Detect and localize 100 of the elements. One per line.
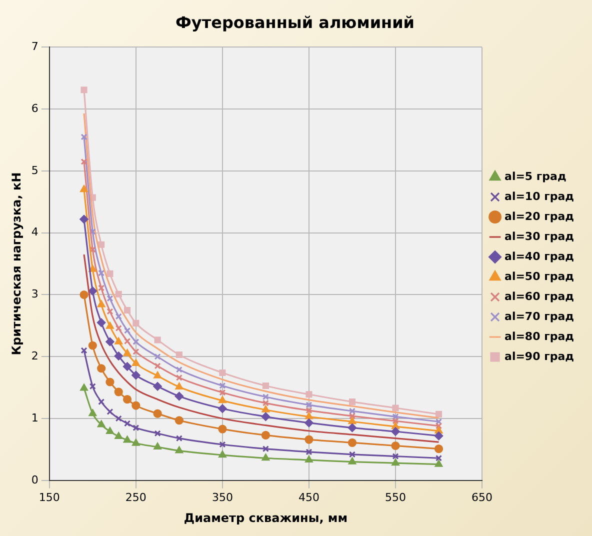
point (106, 427, 114, 434)
point (132, 401, 140, 410)
x-tick-label: 650 (472, 490, 493, 504)
point (176, 366, 182, 373)
point (219, 369, 226, 376)
point (262, 406, 270, 412)
point (123, 436, 132, 443)
point (392, 452, 399, 460)
point (348, 398, 356, 406)
point (304, 418, 314, 428)
x-tick-label: 150 (38, 490, 60, 504)
point (88, 286, 97, 296)
point (434, 460, 443, 467)
x-axis-title: Диаметр скважины, мм (184, 510, 348, 525)
point (306, 391, 312, 398)
legend-label: al=90 град (504, 350, 574, 363)
point (392, 413, 399, 420)
point (132, 438, 140, 446)
point (88, 409, 96, 416)
point (114, 432, 122, 440)
point (115, 415, 122, 422)
point (154, 372, 162, 378)
point (106, 295, 114, 302)
legend-label: al=60 град (504, 290, 574, 303)
point (98, 270, 105, 276)
point (122, 362, 132, 371)
point (106, 322, 114, 329)
point (218, 450, 226, 458)
point (115, 324, 122, 332)
point (306, 407, 312, 414)
y-tick-label: 6 (31, 102, 38, 115)
point (106, 270, 114, 277)
legend-label: al=80 град (504, 330, 574, 343)
point (97, 318, 106, 327)
point (348, 423, 357, 432)
point (261, 430, 270, 440)
point (435, 410, 442, 418)
point (176, 435, 182, 442)
point (306, 448, 312, 456)
point (89, 228, 96, 235)
point (114, 337, 122, 344)
point (391, 427, 400, 436)
point (218, 424, 227, 434)
point (153, 409, 162, 418)
y-tick-label: 5 (31, 164, 38, 177)
point (434, 426, 443, 434)
point (154, 336, 161, 344)
point (106, 378, 114, 386)
point (218, 396, 226, 404)
point (124, 306, 131, 314)
point (132, 348, 140, 355)
point (80, 290, 88, 300)
point (97, 364, 106, 373)
x-tick-label: 450 (298, 490, 320, 504)
point (124, 327, 131, 334)
point (348, 438, 357, 447)
point (132, 424, 140, 432)
point (348, 451, 356, 458)
point (154, 430, 161, 437)
y-tick-label: 2 (31, 349, 38, 362)
point (304, 435, 314, 444)
point (132, 359, 140, 366)
point (80, 214, 88, 224)
point (261, 412, 270, 421)
y-axis-title: Критическая нагрузка, кН (9, 172, 24, 356)
y-tick-label: 7 (31, 40, 38, 54)
point (124, 420, 131, 427)
point (98, 398, 105, 406)
point (392, 418, 399, 424)
point (88, 341, 97, 350)
point (434, 432, 444, 440)
line-series (83, 254, 440, 443)
point (305, 412, 313, 420)
y-tick-label: 4 (31, 226, 38, 239)
point (89, 246, 96, 253)
legend-label: al=10 град (504, 190, 574, 203)
x-tick-label: 250 (125, 490, 146, 504)
point (123, 349, 132, 356)
point (262, 394, 269, 400)
point (124, 338, 131, 344)
point (114, 388, 123, 396)
point (154, 362, 161, 370)
point (80, 185, 88, 192)
point (174, 416, 184, 425)
point (97, 300, 106, 308)
point (122, 395, 132, 404)
point (219, 382, 226, 389)
point (348, 417, 356, 424)
point (106, 308, 114, 315)
point (115, 313, 122, 320)
point (262, 446, 269, 452)
point (262, 400, 269, 406)
point (80, 384, 88, 391)
point (176, 351, 182, 358)
point (114, 352, 123, 360)
legend-label: al=30 град (504, 230, 574, 243)
point (218, 404, 227, 413)
point (115, 290, 122, 298)
x-tick-label: 350 (212, 490, 233, 504)
point (154, 442, 162, 450)
